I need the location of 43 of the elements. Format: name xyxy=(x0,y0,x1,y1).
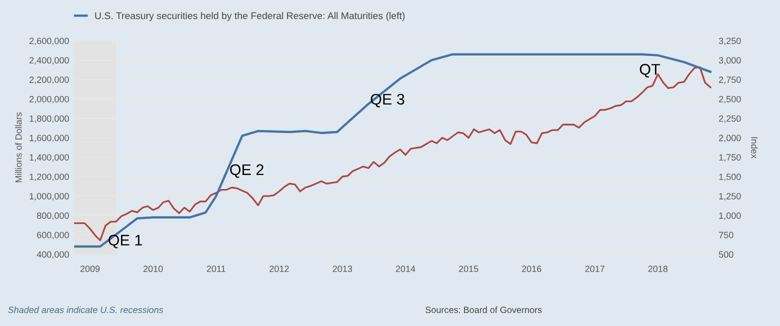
y-tick-label: 1,800,000 xyxy=(30,115,69,123)
y-tick-label: 1,600,000 xyxy=(30,134,69,142)
x-tick-label: 2013 xyxy=(332,266,352,272)
x-tick-label: 2015 xyxy=(458,266,478,272)
y-tick-label: 1,200,000 xyxy=(30,174,69,182)
x-tick-label: 2014 xyxy=(396,266,416,272)
y2-tick-label: 750 xyxy=(719,232,734,238)
annotation: QE 3 xyxy=(370,94,404,108)
y-tick-label: 2,400,000 xyxy=(30,57,69,65)
annotation: QE 2 xyxy=(230,164,264,178)
y2-tick-label: 1,000 xyxy=(719,212,741,220)
y2-tick-label: 1,500 xyxy=(719,174,741,182)
y2-tick-label: 2,750 xyxy=(719,76,741,84)
y-tick-label: 2,600,000 xyxy=(30,38,69,46)
y-tick-label: 800,000 xyxy=(37,212,69,220)
y2-axis-title: Index xyxy=(751,137,758,158)
y-tick-label: 1,000,000 xyxy=(30,193,69,200)
y2-tick-label: 3,000 xyxy=(718,57,741,65)
y-tick-label: 400,000 xyxy=(36,251,69,259)
y2-tick-label: 3,250 xyxy=(718,38,741,46)
x-tick-label: 2012 xyxy=(270,266,289,272)
annotation: QE 1 xyxy=(108,234,142,248)
y2-tick-label: 1,250 xyxy=(719,193,741,200)
y2-tick-label: 2,000 xyxy=(719,134,741,142)
x-tick-label: 2017 xyxy=(585,266,604,272)
y-tick-label: 1,400,000 xyxy=(30,154,69,162)
annotation: QT xyxy=(640,64,660,78)
x-tick-label: 2009 xyxy=(80,266,100,272)
y-axis-title: Millions of Dollars xyxy=(15,112,22,182)
x-tick-label: 2011 xyxy=(206,266,226,272)
y2-tick-label: 2,500 xyxy=(719,96,741,104)
x-tick-label: 2010 xyxy=(143,266,163,272)
x-tick-label: 2018 xyxy=(648,266,668,272)
y-tick-label: 600,000 xyxy=(37,232,69,240)
x-tick-label: 2016 xyxy=(522,266,542,272)
y-tick-label: 2,000,000 xyxy=(30,96,69,104)
legend-label: U.S. Treasury securities held by the Federal Reserve: All Maturities (left) xyxy=(95,12,405,22)
y-tick-label: 2,200,000 xyxy=(30,76,69,84)
text: Shaded areas indicate U.S. recessions xyxy=(8,306,164,314)
y2-tick-label: 2,250 xyxy=(719,115,741,123)
y2-tick-label: 1,750 xyxy=(719,154,741,162)
source-note: Sources: Board of Governors xyxy=(426,306,542,314)
y2-tick-label: 500 xyxy=(718,251,734,258)
